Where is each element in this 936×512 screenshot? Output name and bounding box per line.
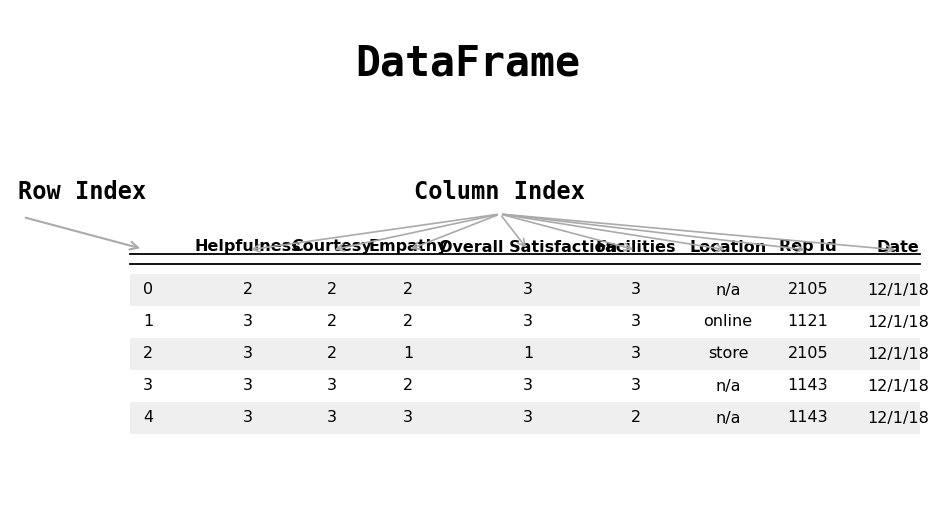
Text: 3: 3 <box>243 378 253 394</box>
Text: 3: 3 <box>243 347 253 361</box>
Text: store: store <box>708 347 748 361</box>
Text: 2: 2 <box>631 411 641 425</box>
Text: 1143: 1143 <box>788 411 828 425</box>
Text: 3: 3 <box>523 411 533 425</box>
Text: 3: 3 <box>523 283 533 297</box>
Text: 3: 3 <box>243 411 253 425</box>
Text: 2: 2 <box>402 378 413 394</box>
Text: 3: 3 <box>327 411 337 425</box>
Text: 3: 3 <box>327 378 337 394</box>
Text: 12/1/18: 12/1/18 <box>867 314 929 330</box>
Bar <box>130 306 920 338</box>
Text: 3: 3 <box>631 378 641 394</box>
Bar <box>130 370 920 402</box>
Text: n/a: n/a <box>715 378 740 394</box>
Text: n/a: n/a <box>715 283 740 297</box>
Text: 4: 4 <box>143 411 154 425</box>
Text: 1143: 1143 <box>788 378 828 394</box>
Text: 3: 3 <box>403 411 413 425</box>
Text: Row Index: Row Index <box>18 180 146 204</box>
Text: Overall Satisfaction: Overall Satisfaction <box>439 240 617 254</box>
Text: 3: 3 <box>631 347 641 361</box>
Text: 2: 2 <box>327 283 337 297</box>
Text: 12/1/18: 12/1/18 <box>867 378 929 394</box>
Text: Date: Date <box>877 240 919 254</box>
Text: 3: 3 <box>523 378 533 394</box>
Text: Column Index: Column Index <box>415 180 586 204</box>
Text: 12/1/18: 12/1/18 <box>867 347 929 361</box>
Text: 1: 1 <box>402 347 413 361</box>
Bar <box>130 274 920 306</box>
Text: 3: 3 <box>631 314 641 330</box>
Text: 3: 3 <box>631 283 641 297</box>
Text: 3: 3 <box>143 378 153 394</box>
Text: 2: 2 <box>143 347 154 361</box>
Text: n/a: n/a <box>715 411 740 425</box>
Text: Facilities: Facilities <box>595 240 676 254</box>
Text: Empathy: Empathy <box>368 240 447 254</box>
Text: Helpfulness: Helpfulness <box>195 240 301 254</box>
Text: 2: 2 <box>243 283 253 297</box>
Text: Location: Location <box>690 240 767 254</box>
Text: 3: 3 <box>243 314 253 330</box>
Bar <box>130 402 920 434</box>
Text: 2: 2 <box>402 314 413 330</box>
Text: 1: 1 <box>523 347 534 361</box>
Text: 1121: 1121 <box>787 314 828 330</box>
Text: 0: 0 <box>143 283 154 297</box>
Text: 12/1/18: 12/1/18 <box>867 283 929 297</box>
Text: 2: 2 <box>327 347 337 361</box>
Text: Courtesy: Courtesy <box>292 240 373 254</box>
Text: 3: 3 <box>523 314 533 330</box>
Text: 12/1/18: 12/1/18 <box>867 411 929 425</box>
Text: Rep Id: Rep Id <box>779 240 837 254</box>
Text: 1: 1 <box>143 314 154 330</box>
Text: online: online <box>704 314 753 330</box>
Text: DataFrame: DataFrame <box>356 42 580 84</box>
Text: 2105: 2105 <box>788 347 828 361</box>
Bar <box>130 338 920 370</box>
Text: 2: 2 <box>402 283 413 297</box>
Text: 2105: 2105 <box>788 283 828 297</box>
Text: 2: 2 <box>327 314 337 330</box>
